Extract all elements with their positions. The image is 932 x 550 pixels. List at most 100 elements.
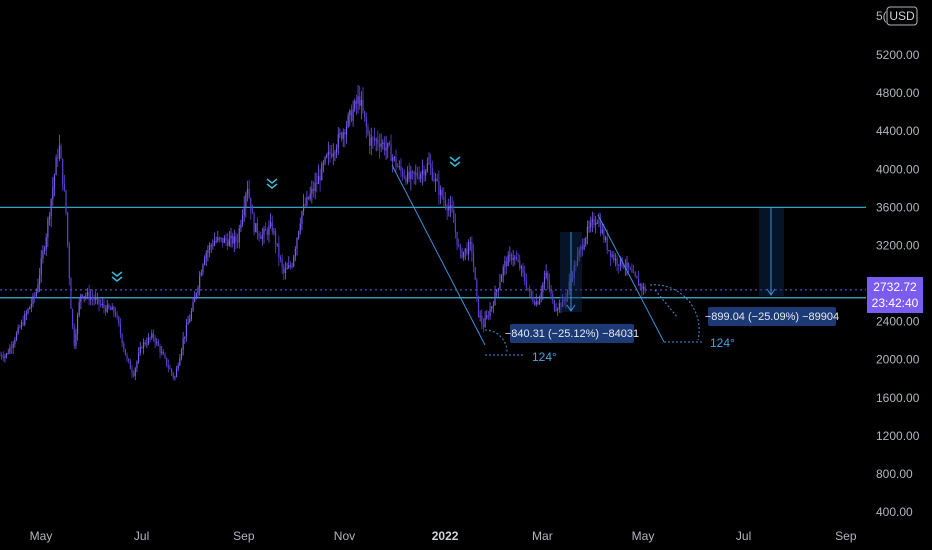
- candle-body: [369, 134, 371, 146]
- candle-body: [265, 229, 267, 231]
- x-tick-label: May: [30, 529, 53, 543]
- candle-body: [347, 115, 349, 127]
- candle-body: [342, 131, 344, 140]
- candle-body: [118, 316, 120, 325]
- candle-body: [504, 260, 506, 267]
- y-axis: 5200.00 4800.00 4400.00 4000.00 3600.00 3200.…: [876, 48, 920, 519]
- candle-body: [322, 162, 324, 165]
- candle-body: [400, 166, 402, 171]
- candle-body: [642, 286, 645, 290]
- candle-body: [583, 244, 585, 250]
- candle-body: [459, 245, 461, 250]
- candle-body: [388, 142, 390, 145]
- candle-body: [47, 219, 49, 238]
- candle-body: [144, 342, 146, 345]
- candle-body: [327, 151, 329, 156]
- candle-body: [266, 230, 268, 235]
- candle-body: [403, 176, 405, 178]
- candle-body: [435, 178, 437, 181]
- candle-body: [296, 238, 298, 249]
- candle-body: [443, 196, 445, 201]
- y-tick-label: 800.00: [876, 467, 913, 481]
- trend-line-1[interactable]: [391, 164, 486, 346]
- candle-body: [337, 134, 339, 149]
- y-tick-label: 1600.00: [876, 391, 920, 405]
- candle-body: [383, 142, 386, 151]
- candle-body: [476, 279, 478, 296]
- candle-body: [557, 308, 559, 311]
- candle-body: [590, 222, 592, 227]
- candle-body: [502, 266, 504, 276]
- candle-body: [298, 231, 300, 239]
- candle-body: [365, 117, 367, 127]
- candle-body: [545, 272, 547, 278]
- candle-body: [260, 236, 262, 239]
- measure-label-bg-2: [708, 307, 836, 326]
- candle-body: [251, 211, 254, 214]
- candle-body: [428, 163, 430, 165]
- candle-body: [250, 197, 252, 212]
- candle-body: [481, 315, 483, 325]
- candle-body: [449, 204, 452, 208]
- candle-body: [393, 156, 395, 158]
- candle-body: [314, 182, 316, 192]
- candle-body: [316, 182, 318, 184]
- candle-body: [405, 177, 407, 183]
- candle-body: [354, 100, 356, 110]
- candle-body: [162, 351, 164, 355]
- candle-body: [139, 346, 141, 354]
- candle-body: [458, 244, 460, 246]
- candle-body: [444, 200, 447, 207]
- candle-body: [52, 187, 54, 200]
- last-price-tag-bg: [867, 277, 923, 313]
- candle-body: [19, 327, 21, 329]
- candle-body: [248, 189, 250, 198]
- candle-body: [105, 307, 107, 312]
- candle-body: [0, 354, 1, 356]
- candle-body: [179, 357, 181, 366]
- y-tick-label: 1200.00: [876, 429, 920, 443]
- candle-body: [548, 281, 551, 290]
- candle-body: [535, 301, 537, 305]
- candle-body: [88, 292, 90, 300]
- candle-body: [364, 111, 366, 118]
- top-tick-partial: 5(: [876, 9, 887, 23]
- candle-body: [14, 340, 16, 344]
- angle-arc-1: [484, 329, 508, 353]
- candle-body: [39, 274, 41, 285]
- candle-body: [40, 258, 42, 275]
- candle-body: [468, 242, 470, 254]
- trend-line-2[interactable]: [597, 214, 665, 343]
- candle-body: [20, 322, 23, 328]
- y-tick-label: 2000.00: [876, 353, 920, 367]
- candle-body: [438, 181, 440, 196]
- candle-body: [593, 219, 595, 226]
- candle-body: [261, 234, 263, 239]
- candle-body: [606, 237, 608, 250]
- candle-body: [477, 295, 480, 317]
- candle-body: [461, 249, 463, 258]
- candle-body: [70, 278, 72, 310]
- candle-body: [167, 365, 169, 368]
- x-axis: May Jul Sep Nov 2022 Mar May Jul Sep: [30, 529, 857, 543]
- candle-body: [408, 171, 410, 179]
- candle-body: [392, 157, 394, 161]
- candle-body: [108, 304, 110, 308]
- candle-body: [182, 338, 184, 350]
- candle-body: [614, 258, 617, 261]
- candle-body: [634, 272, 636, 277]
- candle-body: [637, 278, 640, 286]
- currency-badge[interactable]: 5( USD: [876, 6, 918, 26]
- candle-body: [499, 281, 501, 289]
- candle-body: [103, 304, 105, 308]
- candle-body: [294, 248, 296, 257]
- candle-body: [195, 293, 197, 297]
- candle-body: [425, 170, 427, 176]
- y-tick-label: 3600.00: [876, 200, 920, 214]
- candle-body: [451, 204, 453, 211]
- candle-body: [113, 306, 115, 313]
- candle-body: [116, 315, 118, 317]
- y-tick-label: 4400.00: [876, 124, 920, 138]
- y-tick-label: 4000.00: [876, 162, 920, 176]
